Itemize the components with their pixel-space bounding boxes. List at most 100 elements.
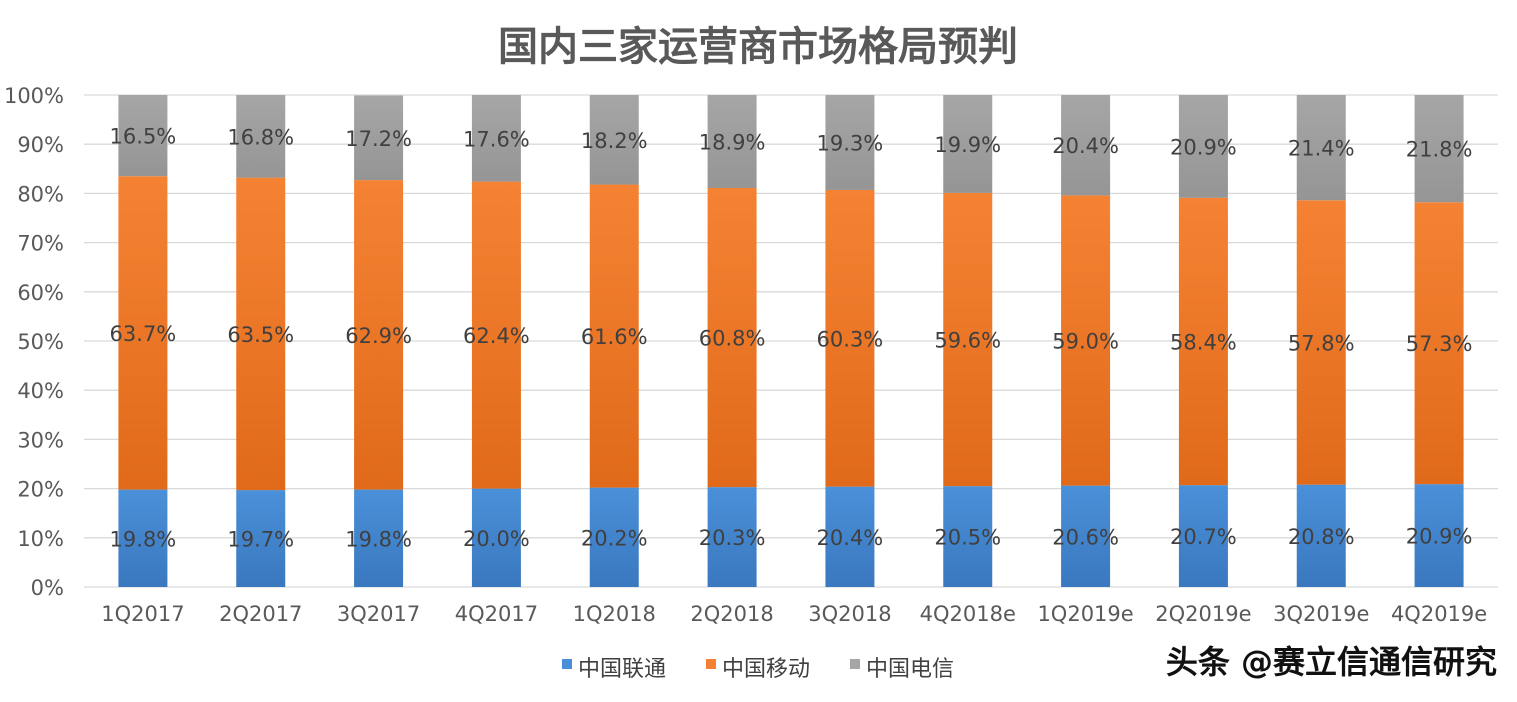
data-label: 20.8% — [1288, 525, 1355, 549]
bar-segment — [118, 489, 168, 587]
data-label: 58.4% — [1170, 330, 1237, 354]
data-label: 60.8% — [699, 327, 766, 351]
data-label: 19.8% — [345, 527, 412, 551]
legend-label: 中国联通 — [578, 657, 666, 682]
data-label: 20.9% — [1170, 135, 1237, 159]
bar-segment — [943, 95, 993, 193]
y-tick-label: 10% — [17, 527, 64, 551]
data-label: 18.9% — [699, 130, 766, 154]
bar-segment — [118, 95, 168, 177]
y-tick-label: 100% — [4, 84, 64, 108]
bar-segment — [1296, 200, 1346, 485]
y-tick-label: 0% — [31, 576, 64, 600]
y-tick-label: 30% — [17, 428, 64, 452]
data-label: 21.4% — [1288, 137, 1355, 161]
x-tick-label: 1Q2019e — [1037, 602, 1133, 626]
x-tick-label: 1Q2018 — [573, 602, 656, 626]
x-tick-label: 4Q2019e — [1391, 602, 1487, 626]
x-tick-label: 4Q2017 — [455, 602, 538, 626]
data-label: 60.3% — [817, 327, 884, 351]
data-label: 20.2% — [581, 526, 648, 550]
bar-segment — [943, 486, 993, 587]
x-axis-ticks: 1Q2017 2Q2017 3Q2017 4Q2017 1Q2018 2Q2018 3Q20… — [101, 602, 1487, 626]
bar-segment — [471, 181, 521, 489]
data-label: 59.0% — [1052, 330, 1119, 354]
data-label: 59.6% — [934, 329, 1001, 353]
data-label: 19.9% — [934, 133, 1001, 157]
bar-segment — [1296, 95, 1346, 201]
data-label: 20.4% — [817, 526, 884, 550]
y-tick-label: 90% — [17, 133, 64, 157]
bar-segment — [118, 176, 168, 490]
bar-segment — [707, 187, 757, 488]
bar-segment — [1178, 197, 1228, 486]
y-tick-label: 40% — [17, 379, 64, 403]
bar-segment — [1178, 485, 1228, 587]
data-label: 19.8% — [110, 527, 177, 551]
x-tick-label: 2Q2018 — [690, 602, 773, 626]
data-label: 16.5% — [110, 125, 177, 149]
legend-swatch — [562, 659, 572, 669]
legend-label: 中国电信 — [866, 657, 954, 682]
bar-segment — [707, 487, 757, 587]
data-label: 20.9% — [1406, 525, 1473, 549]
x-tick-label: 3Q2017 — [337, 602, 420, 626]
bar-segment — [1061, 485, 1111, 587]
bar-segment — [1061, 195, 1111, 486]
legend-swatch — [706, 659, 716, 669]
bar-segment — [1414, 202, 1464, 485]
data-label: 63.7% — [110, 322, 177, 346]
data-label: 18.2% — [581, 129, 648, 153]
y-tick-label: 70% — [17, 232, 64, 256]
data-label: 57.8% — [1288, 331, 1355, 355]
y-tick-label: 60% — [17, 281, 64, 305]
x-tick-label: 1Q2017 — [101, 602, 184, 626]
data-label: 20.3% — [699, 526, 766, 550]
bars — [118, 95, 1464, 587]
data-label: 63.5% — [227, 323, 294, 347]
data-label: 19.7% — [227, 528, 294, 552]
data-labels: 19.8% 63.7% 16.5% 19.7% 63.5% 16.8% 19.8% 62.9%… — [110, 125, 1473, 552]
bar-segment — [825, 189, 875, 487]
bar-segment — [589, 487, 639, 587]
chart-title: 国内三家运营商市场格局预判 — [498, 24, 1018, 70]
bar-segment — [354, 95, 404, 181]
bar-segment — [236, 95, 286, 178]
bar-segment — [589, 184, 639, 488]
bar-segment — [236, 490, 286, 587]
bar-segment — [589, 95, 639, 185]
data-label: 61.6% — [581, 325, 648, 349]
bar-segment — [1296, 484, 1346, 587]
x-tick-label: 2Q2019e — [1155, 602, 1251, 626]
bar-segment — [1061, 95, 1111, 196]
data-label: 19.3% — [817, 131, 884, 155]
bar-segment — [707, 95, 757, 188]
bar-segment — [825, 95, 875, 190]
y-tick-label: 20% — [17, 478, 64, 502]
x-tick-label: 2Q2017 — [219, 602, 302, 626]
bar-segment — [236, 177, 286, 491]
bar-segment — [825, 486, 875, 587]
legend-swatch — [850, 659, 860, 669]
data-label: 16.8% — [227, 125, 294, 149]
bar-segment — [1178, 95, 1228, 198]
bar-segment — [354, 489, 404, 587]
y-tick-label: 50% — [17, 330, 64, 354]
bar-segment — [1414, 95, 1464, 203]
gridlines — [84, 94, 1498, 588]
y-axis-ticks: 0% 10% 20% 30% 40% 50% 60% 70% 80% 90% 100% — [4, 84, 64, 600]
data-label: 20.6% — [1052, 525, 1119, 549]
data-label: 62.9% — [345, 324, 412, 348]
bar-segment — [1414, 484, 1464, 587]
data-label: 57.3% — [1406, 332, 1473, 356]
x-tick-label: 4Q2018e — [920, 602, 1016, 626]
bar-segment — [943, 192, 993, 487]
y-tick-label: 80% — [17, 182, 64, 206]
bar-segment — [471, 95, 521, 182]
data-label: 20.5% — [934, 526, 1001, 550]
bar-segment — [354, 180, 404, 490]
data-label: 21.8% — [1406, 138, 1473, 162]
watermark-text: 头条 @赛立信通信研究 — [1166, 643, 1497, 681]
data-label: 17.2% — [345, 127, 412, 151]
